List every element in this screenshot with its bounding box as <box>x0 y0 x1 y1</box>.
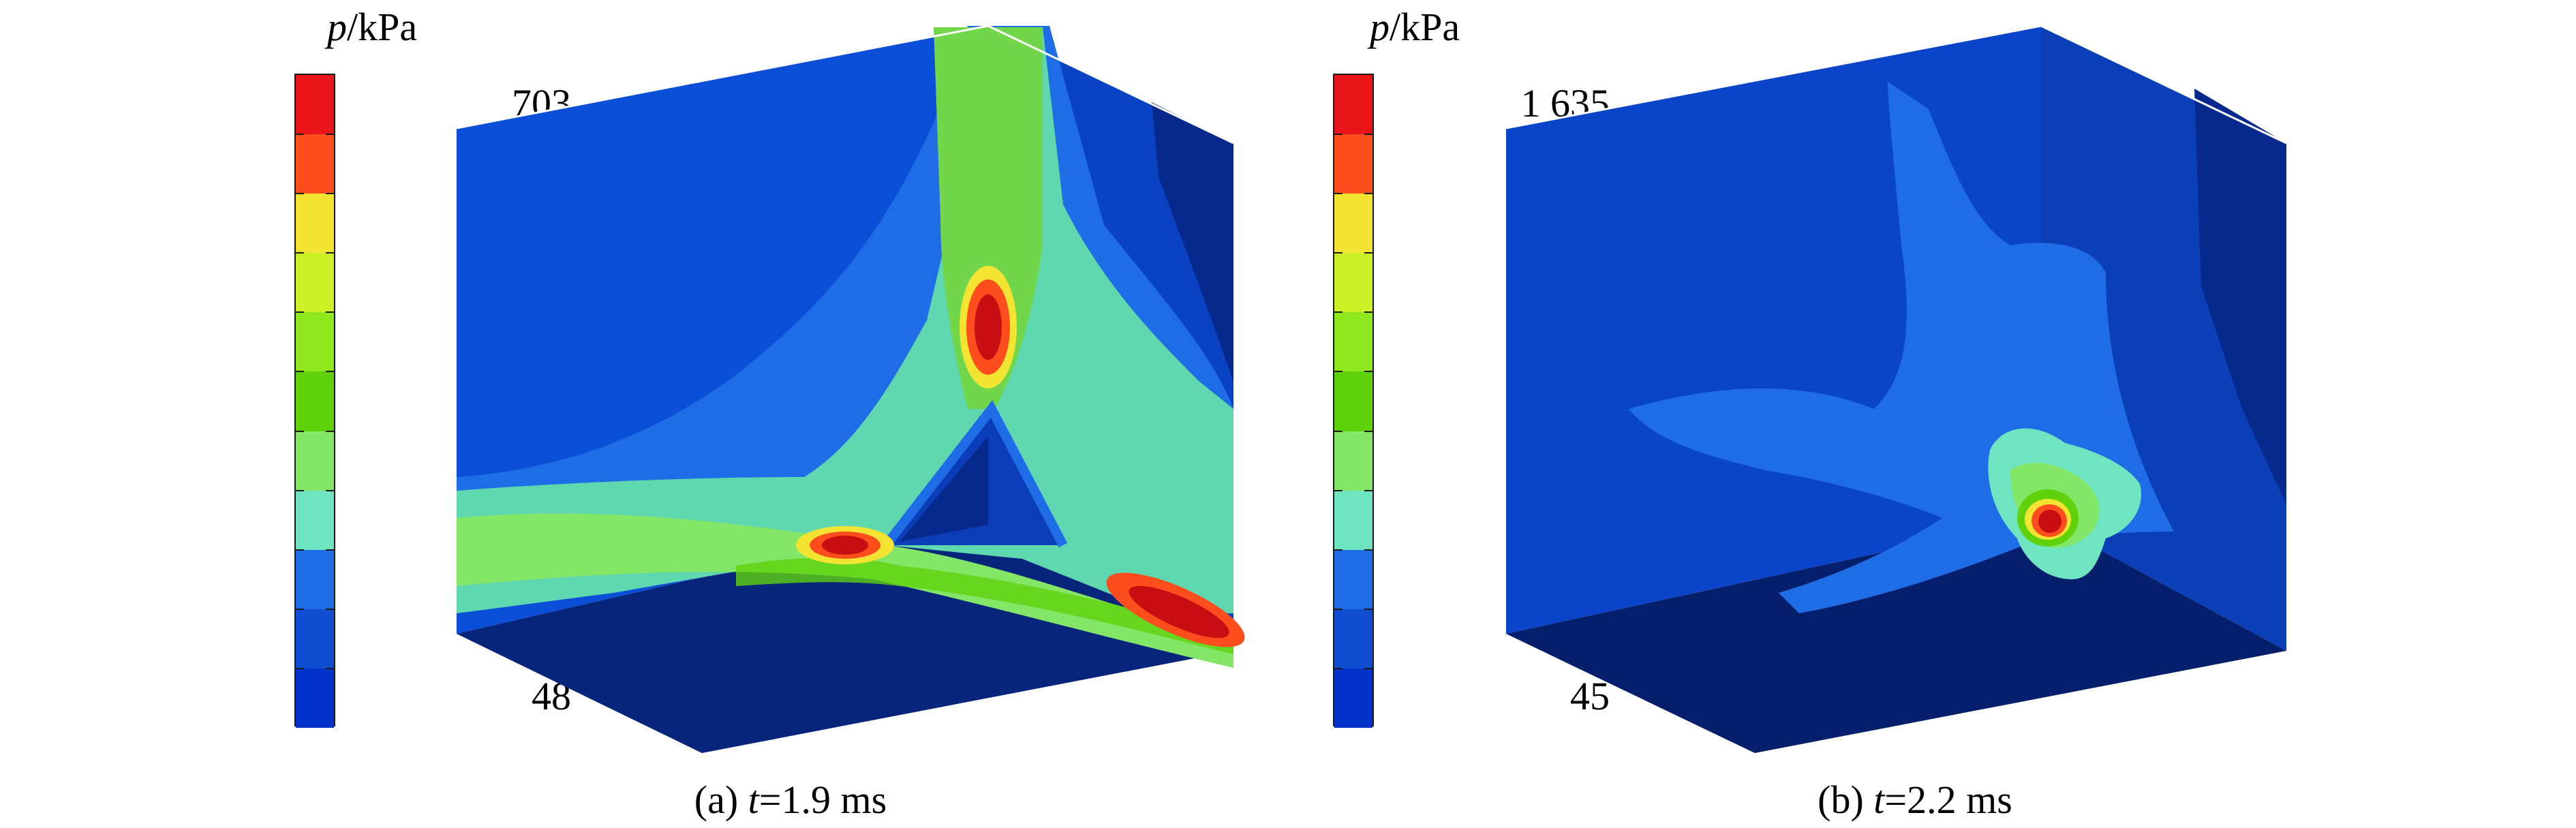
colorbar-tick <box>1334 489 1343 491</box>
caption-b: (b) t=2.2 ms <box>1818 778 2012 822</box>
colorbar-tick <box>296 489 304 491</box>
contour-cube-b <box>1505 25 2287 753</box>
colorbar-tick <box>1334 667 1343 669</box>
panel-a: p/kPa 70363857250744137631024417911348 <box>294 5 1245 822</box>
colorbar-tick <box>1334 193 1343 195</box>
colorbar-segment <box>296 134 334 194</box>
colorbar-tick <box>296 252 304 254</box>
contour-cube-a <box>456 25 1245 753</box>
colorbar-tick <box>326 430 334 432</box>
colorbar-tick <box>296 430 304 432</box>
colorbar-segment <box>1334 194 1373 254</box>
colorbar-tick <box>326 252 334 254</box>
colorbar-tick <box>326 489 334 491</box>
colorbar-tick <box>1334 608 1343 610</box>
colorbar-segment <box>296 312 334 372</box>
floor-a <box>457 511 1233 753</box>
colorbar-segment <box>1334 75 1373 135</box>
colorbar-tick <box>1334 371 1343 373</box>
colorbar-segment <box>1334 371 1373 432</box>
colorbar-tick <box>296 134 304 136</box>
colorbar-tick <box>1364 489 1373 491</box>
colorbar-tick <box>1364 667 1373 669</box>
colorbar-segment <box>1334 549 1373 610</box>
colorbar-segment <box>1334 490 1373 551</box>
colorbar-tick <box>296 311 304 313</box>
colorbar-tick <box>1334 311 1343 313</box>
colorbar-tick <box>1334 252 1343 254</box>
colorbar-tick <box>1364 252 1373 254</box>
colorbar-segment <box>296 253 334 313</box>
colorbar-segment <box>1334 609 1373 669</box>
colorbar-tick <box>296 549 304 551</box>
colorbar-tick <box>1364 193 1373 195</box>
colorbar-level-label: 45 <box>1570 674 1610 719</box>
colorbar-segment <box>1334 312 1373 372</box>
colorbar-tick <box>326 667 334 669</box>
colorbar-a <box>294 74 335 729</box>
colorbar-tick <box>1334 134 1343 136</box>
colorbar-tick <box>326 549 334 551</box>
colorbar-tick <box>296 371 304 373</box>
colorbar-tick <box>296 608 304 610</box>
colorbar-tick <box>296 667 304 669</box>
caption-a: (a) t=1.9 ms <box>694 778 887 822</box>
colorbar-tick <box>296 193 304 195</box>
floor-b <box>1506 518 2286 753</box>
colorbar-b <box>1333 74 1374 729</box>
colorbar-segment <box>296 75 334 135</box>
colorbar-tick <box>1364 608 1373 610</box>
colorbar-title-a: p/kPa <box>327 5 418 49</box>
colorbar-segment <box>296 431 334 491</box>
colorbar-segment <box>1334 253 1373 313</box>
colorbar-tick <box>1364 134 1373 136</box>
colorbar-segment <box>296 609 334 669</box>
colorbar-segment <box>296 668 334 729</box>
colorbar-segment <box>296 490 334 551</box>
colorbar-segment <box>1334 431 1373 491</box>
colorbar-tick <box>326 608 334 610</box>
colorbar-tick <box>1334 430 1343 432</box>
colorbar-tick <box>1364 371 1373 373</box>
colorbar-segment <box>1334 134 1373 194</box>
colorbar-segment <box>296 549 334 610</box>
colorbar-tick <box>326 371 334 373</box>
colorbar-title-b: p/kPa <box>1370 5 1460 49</box>
colorbar-tick <box>326 134 334 136</box>
colorbar-tick <box>1364 430 1373 432</box>
colorbar-tick <box>326 311 334 313</box>
colorbar-tick <box>1364 549 1373 551</box>
colorbar-segment <box>296 371 334 432</box>
colorbar-tick <box>1364 311 1373 313</box>
colorbar-tick <box>1334 549 1343 551</box>
panel-b: p/kPa 1 6351 4761 3171 15899984068152236… <box>1288 0 2576 828</box>
colorbar-segment <box>1334 668 1373 729</box>
colorbar-tick <box>326 193 334 195</box>
colorbar-segment <box>296 194 334 254</box>
